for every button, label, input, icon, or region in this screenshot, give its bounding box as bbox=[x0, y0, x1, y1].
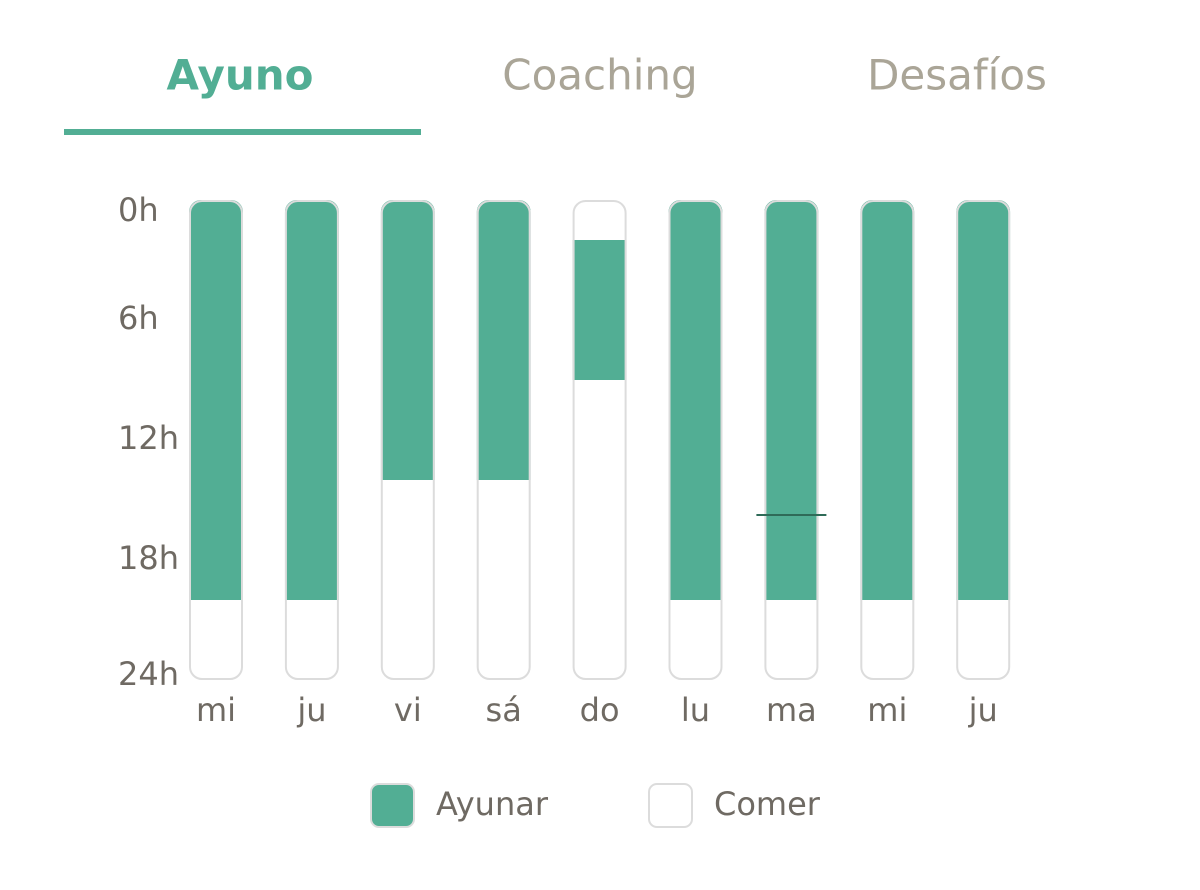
x-tick-label: sá bbox=[486, 691, 522, 729]
x-tick-label: do bbox=[580, 691, 620, 729]
bar-outline bbox=[189, 200, 243, 680]
legend-swatch bbox=[648, 783, 693, 828]
bar-outline bbox=[956, 200, 1011, 680]
y-tick-label: 6h bbox=[118, 299, 159, 337]
x-tick-label: mi bbox=[196, 691, 236, 729]
x-tick-label: mi bbox=[867, 691, 907, 729]
x-tick-label: ma bbox=[766, 691, 817, 729]
legend-label: Ayunar bbox=[436, 785, 549, 823]
tab[interactable]: Desafíos bbox=[867, 51, 1047, 100]
bar-outline bbox=[380, 200, 435, 680]
bar-outline bbox=[764, 200, 819, 680]
bar bbox=[860, 200, 915, 600]
bar bbox=[380, 200, 435, 480]
bar-outline bbox=[476, 200, 531, 680]
tab[interactable]: Coaching bbox=[502, 51, 697, 100]
y-tick-label: 18h bbox=[118, 539, 179, 577]
legend-label: Comer bbox=[714, 785, 821, 823]
tab[interactable]: Ayuno bbox=[166, 51, 313, 100]
bar bbox=[284, 200, 339, 600]
bar bbox=[668, 200, 723, 600]
tab-underline bbox=[64, 129, 421, 135]
bar bbox=[764, 200, 819, 600]
bar-outline bbox=[284, 200, 339, 680]
bar-outline bbox=[668, 200, 723, 680]
x-tick-label: vi bbox=[394, 691, 422, 729]
x-tick-label: lu bbox=[681, 691, 710, 729]
bar bbox=[476, 200, 531, 480]
bar-outline bbox=[860, 200, 915, 680]
y-tick-label: 12h bbox=[118, 419, 179, 457]
legend-swatch bbox=[370, 783, 415, 828]
y-tick-label: 0h bbox=[118, 191, 159, 229]
bar-outline bbox=[572, 200, 627, 680]
x-tick-label: ju bbox=[968, 691, 998, 729]
y-tick-label: 24h bbox=[118, 655, 179, 693]
x-tick-label: ju bbox=[296, 691, 326, 729]
bar bbox=[572, 240, 627, 380]
bar bbox=[956, 200, 1011, 600]
bar bbox=[189, 200, 243, 600]
